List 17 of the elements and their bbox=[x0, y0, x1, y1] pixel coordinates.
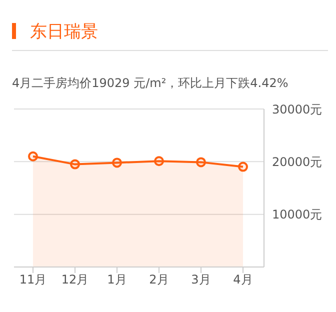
point bbox=[28, 151, 38, 162]
point bbox=[238, 162, 248, 172]
y-tick-label: 20000元 bbox=[272, 154, 322, 169]
point bbox=[196, 157, 206, 168]
point bbox=[70, 159, 80, 170]
x-tick-label: 1月 bbox=[107, 272, 127, 287]
chart-title: 东日瑞景 bbox=[30, 20, 98, 42]
x-tick-label: 4月 bbox=[233, 272, 253, 287]
chart-subtitle: 4月二手房均价19029 元/m²，环比上月下跌4.42% bbox=[12, 75, 290, 92]
y-tick-label: 10000元 bbox=[272, 208, 322, 222]
point bbox=[112, 158, 122, 168]
x-tick-label: 2月 bbox=[149, 272, 169, 287]
y-tick-label: 30000元 bbox=[272, 102, 322, 116]
x-tick-label: 11月 bbox=[19, 272, 47, 287]
point bbox=[154, 156, 164, 166]
x-tick-label: 3月 bbox=[191, 272, 211, 287]
x-tick-label: 12月 bbox=[61, 272, 89, 287]
